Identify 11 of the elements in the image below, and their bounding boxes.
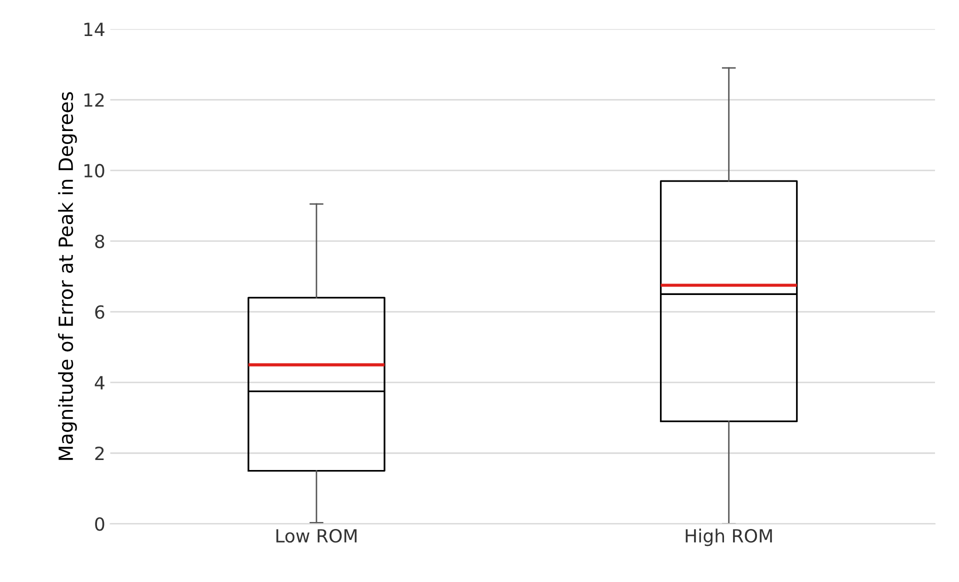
y-tick-label: 2 (95, 446, 104, 460)
x-tick-label: Low ROM (276, 528, 357, 543)
y-tick-label: 6 (95, 305, 104, 319)
y-tick-label: 4 (94, 376, 104, 390)
y-tick-label: 14 (84, 22, 104, 36)
x-tick-label: High ROM (686, 528, 772, 546)
y-axis-title: Magnitude of Error at Peak in Degrees (58, 92, 77, 460)
y-tick-label: 8 (95, 234, 104, 248)
y-tick-label: 0 (95, 517, 104, 531)
y-tick-label: 12 (84, 93, 104, 107)
y-tick-label: 10 (84, 164, 104, 178)
